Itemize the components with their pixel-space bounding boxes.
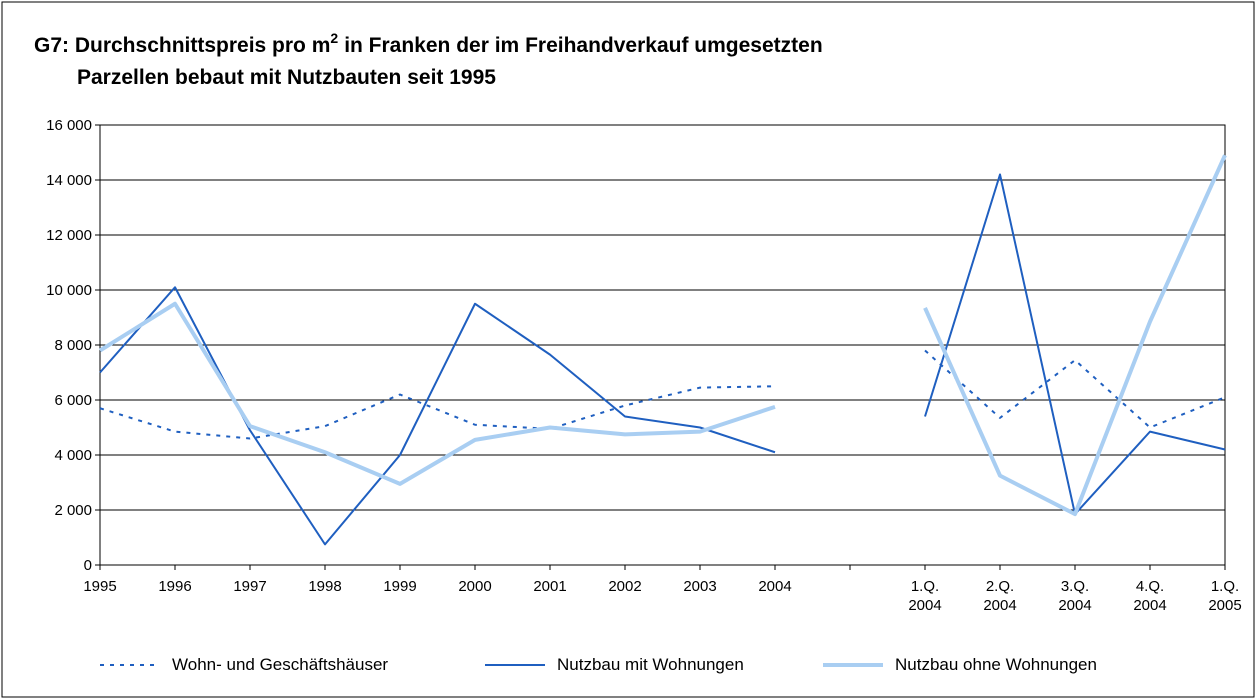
x-tick-label: 1996 xyxy=(158,578,192,595)
x-tick-label: 1997 xyxy=(233,578,267,595)
y-tick-label: 16 000 xyxy=(46,117,92,134)
x-tick-label: 1999 xyxy=(383,578,417,595)
y-tick-label: 6 000 xyxy=(54,392,92,409)
x-tick-label: 2.Q. 2004 xyxy=(983,578,1017,614)
x-tick-label: 3.Q. 2004 xyxy=(1058,578,1092,614)
y-tick-label: 12 000 xyxy=(46,227,92,244)
y-tick-label: 4 000 xyxy=(54,447,92,464)
line-series xyxy=(99,385,776,440)
y-tick-label: 14 000 xyxy=(46,172,92,189)
plot-border xyxy=(99,124,1226,566)
x-tick-label: 2001 xyxy=(533,578,567,595)
y-tick-label: 0 xyxy=(84,557,92,574)
legend-label: Wohn- und Geschäftshäuser xyxy=(172,655,388,674)
line-series xyxy=(923,154,1227,517)
x-tick-label: 1995 xyxy=(83,578,117,595)
line-series xyxy=(924,349,1226,429)
line-series xyxy=(99,286,776,546)
x-tick-label: 1.Q. 2005 xyxy=(1208,578,1242,614)
title-sup: 2 xyxy=(330,30,338,46)
x-tick-label: 2000 xyxy=(458,578,492,595)
x-tick-label: 2003 xyxy=(683,578,717,595)
y-tick-label: 8 000 xyxy=(54,337,92,354)
y-tick-label: 2 000 xyxy=(54,502,92,519)
x-tick-label: 2004 xyxy=(758,578,792,595)
x-tick-label: 2002 xyxy=(608,578,642,595)
chart-title: G7: Durchschnittspreis pro m2 in Franken … xyxy=(34,30,823,57)
legend-label: Nutzbau ohne Wohnungen xyxy=(895,655,1097,674)
y-tick-label: 10 000 xyxy=(46,282,92,299)
x-tick-label: 4.Q. 2004 xyxy=(1133,578,1167,614)
title-part: G7: Durchschnittspreis pro m xyxy=(34,34,330,57)
legend-label: Nutzbau mit Wohnungen xyxy=(557,655,744,674)
line-series xyxy=(98,301,776,486)
chart-subtitle: Parzellen bebaut mit Nutzbauten seit 199… xyxy=(77,66,496,89)
title-part: in Franken der im Freihandverkauf umgese… xyxy=(344,34,822,57)
x-tick-label: 1.Q. 2004 xyxy=(908,578,942,614)
x-tick-label: 1998 xyxy=(308,578,342,595)
